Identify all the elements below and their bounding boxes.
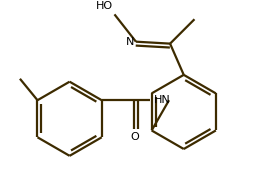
Text: N: N — [125, 37, 134, 47]
Text: HO: HO — [95, 2, 112, 12]
Text: HN: HN — [154, 95, 170, 105]
Text: O: O — [131, 132, 139, 143]
